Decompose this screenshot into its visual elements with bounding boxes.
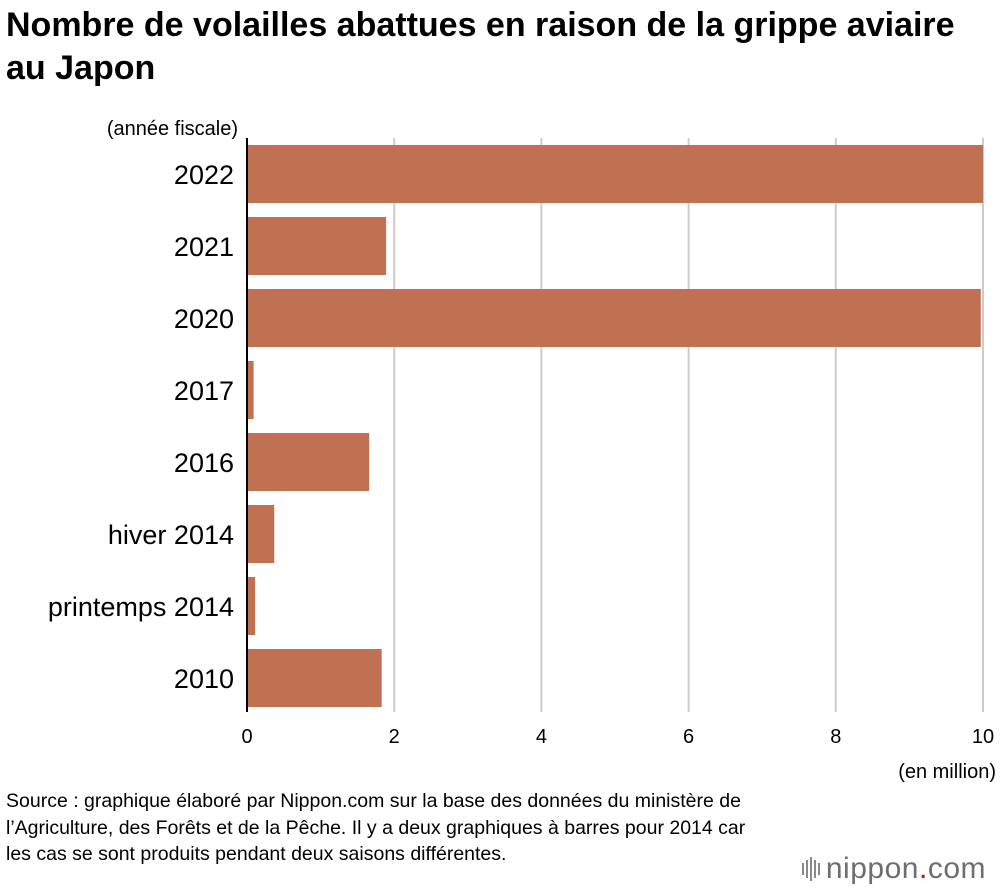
bar-2017 (247, 361, 254, 419)
x-tick-label: 2 (389, 726, 400, 748)
x-tick-label: 8 (830, 726, 841, 748)
category-label: 2020 (174, 304, 234, 334)
x-tick-label: 4 (536, 726, 547, 748)
category-label: 2021 (174, 232, 234, 262)
x-tick-label: 10 (972, 726, 994, 748)
category-label: 2022 (174, 160, 234, 190)
bar-2010 (247, 649, 382, 707)
logo-suffix: com (927, 852, 986, 885)
bar-2020 (247, 289, 981, 347)
category-label: 2016 (174, 448, 234, 478)
bar-hiver-2014 (247, 505, 275, 563)
bar-2022 (247, 145, 983, 203)
source-note: Source : graphique élaboré par Nippon.co… (6, 790, 746, 865)
bars (247, 145, 983, 707)
category-label: 2010 (174, 664, 234, 694)
logo-text: nippon.com (826, 852, 986, 886)
category-labels: 2022 2021 2020 2017 2016 hiver 2014 printemps … (48, 160, 234, 694)
bar-2021 (247, 217, 387, 275)
logo-name: nippon (825, 852, 919, 885)
x-tick-label: 0 (241, 726, 252, 748)
logo-bars-icon (801, 855, 820, 883)
category-label: 2017 (174, 376, 234, 406)
x-axis-label: (en million) (898, 761, 996, 783)
bar-printemps-2014 (247, 577, 256, 635)
gridlines (393, 138, 984, 712)
category-label: printemps 2014 (48, 592, 234, 622)
nippon-logo[interactable]: nippon.com (801, 852, 986, 886)
y-axis-label: (année fiscale) (107, 118, 238, 140)
category-label: hiver 2014 (108, 520, 234, 550)
logo-dot: . (918, 852, 928, 885)
x-tick-labels: 0 2 4 6 8 10 (241, 726, 994, 748)
x-tick-label: 6 (683, 726, 694, 748)
bar-2016 (247, 433, 370, 491)
chart-title: Nombre de volailles abattues en raison d… (6, 6, 955, 87)
